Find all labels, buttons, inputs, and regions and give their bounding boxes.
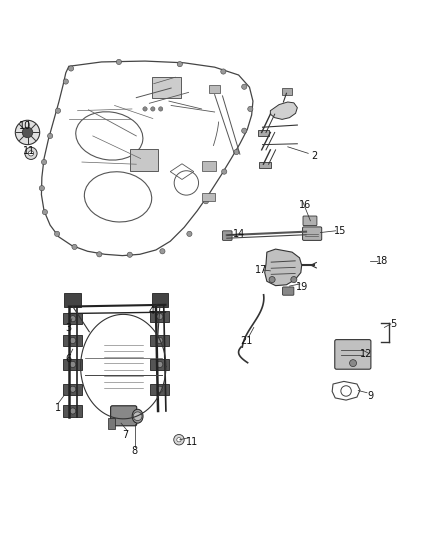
Circle shape [248, 107, 253, 111]
Circle shape [350, 360, 357, 367]
Ellipse shape [132, 409, 143, 423]
FancyBboxPatch shape [150, 311, 170, 322]
Circle shape [47, 133, 53, 139]
Text: 3: 3 [66, 324, 72, 333]
Circle shape [42, 159, 47, 165]
Circle shape [72, 244, 77, 249]
FancyBboxPatch shape [108, 418, 115, 429]
Circle shape [63, 79, 68, 84]
FancyBboxPatch shape [152, 293, 168, 307]
Circle shape [174, 434, 184, 445]
Circle shape [234, 149, 239, 155]
Text: 5: 5 [390, 319, 396, 329]
FancyBboxPatch shape [335, 340, 371, 369]
FancyBboxPatch shape [258, 130, 269, 136]
Circle shape [157, 313, 163, 320]
Text: 1: 1 [55, 403, 61, 413]
FancyBboxPatch shape [63, 384, 82, 395]
Text: 19: 19 [297, 282, 309, 293]
FancyBboxPatch shape [150, 384, 170, 395]
Circle shape [97, 252, 102, 257]
Circle shape [127, 252, 132, 257]
Text: 15: 15 [334, 226, 346, 236]
Circle shape [151, 107, 155, 111]
FancyBboxPatch shape [202, 161, 215, 171]
Circle shape [177, 438, 181, 442]
FancyBboxPatch shape [223, 231, 232, 240]
Text: 14: 14 [233, 229, 245, 239]
FancyBboxPatch shape [303, 227, 322, 240]
Polygon shape [270, 102, 297, 119]
Circle shape [187, 231, 192, 237]
Circle shape [157, 337, 163, 344]
FancyBboxPatch shape [303, 216, 317, 225]
Text: 6: 6 [66, 354, 72, 364]
Text: 7: 7 [122, 430, 128, 440]
Text: 2: 2 [311, 150, 318, 160]
Circle shape [157, 386, 163, 392]
FancyBboxPatch shape [63, 359, 82, 370]
Text: 21: 21 [240, 336, 252, 346]
FancyBboxPatch shape [130, 149, 158, 171]
Circle shape [70, 386, 76, 392]
FancyBboxPatch shape [259, 161, 271, 168]
Circle shape [55, 108, 60, 114]
Circle shape [242, 84, 247, 90]
Circle shape [242, 128, 247, 133]
Circle shape [28, 151, 34, 156]
Circle shape [133, 412, 142, 421]
Text: 11: 11 [23, 146, 35, 156]
FancyBboxPatch shape [64, 293, 81, 307]
Circle shape [25, 147, 37, 159]
Circle shape [22, 127, 33, 138]
Circle shape [221, 69, 226, 74]
Circle shape [116, 59, 121, 64]
FancyBboxPatch shape [209, 85, 220, 93]
Circle shape [222, 169, 227, 174]
Circle shape [157, 361, 163, 367]
FancyBboxPatch shape [150, 335, 170, 346]
Circle shape [68, 66, 74, 71]
Polygon shape [265, 249, 302, 286]
Circle shape [70, 337, 76, 344]
Circle shape [177, 61, 183, 67]
Text: 9: 9 [367, 391, 374, 401]
Circle shape [70, 361, 76, 367]
Circle shape [159, 107, 163, 111]
Text: 10: 10 [19, 122, 32, 131]
FancyBboxPatch shape [152, 77, 181, 98]
Circle shape [54, 231, 60, 237]
Text: 17: 17 [255, 265, 268, 275]
Circle shape [203, 199, 208, 204]
FancyBboxPatch shape [150, 359, 170, 370]
Text: 11: 11 [186, 437, 198, 447]
Text: 12: 12 [360, 350, 372, 359]
Text: 8: 8 [131, 446, 137, 456]
Circle shape [70, 316, 76, 322]
Text: 4: 4 [148, 306, 155, 316]
Circle shape [143, 107, 147, 111]
FancyBboxPatch shape [282, 87, 292, 95]
FancyBboxPatch shape [202, 192, 215, 201]
Circle shape [269, 277, 275, 282]
FancyBboxPatch shape [63, 405, 82, 417]
Circle shape [15, 120, 40, 144]
Text: 18: 18 [376, 256, 389, 266]
FancyBboxPatch shape [111, 406, 137, 426]
Circle shape [291, 277, 297, 282]
Text: 16: 16 [299, 200, 311, 209]
FancyBboxPatch shape [63, 313, 82, 325]
FancyBboxPatch shape [283, 287, 294, 295]
Circle shape [39, 185, 45, 191]
Circle shape [42, 209, 47, 215]
Circle shape [70, 408, 76, 414]
Circle shape [160, 249, 165, 254]
FancyBboxPatch shape [63, 335, 82, 346]
